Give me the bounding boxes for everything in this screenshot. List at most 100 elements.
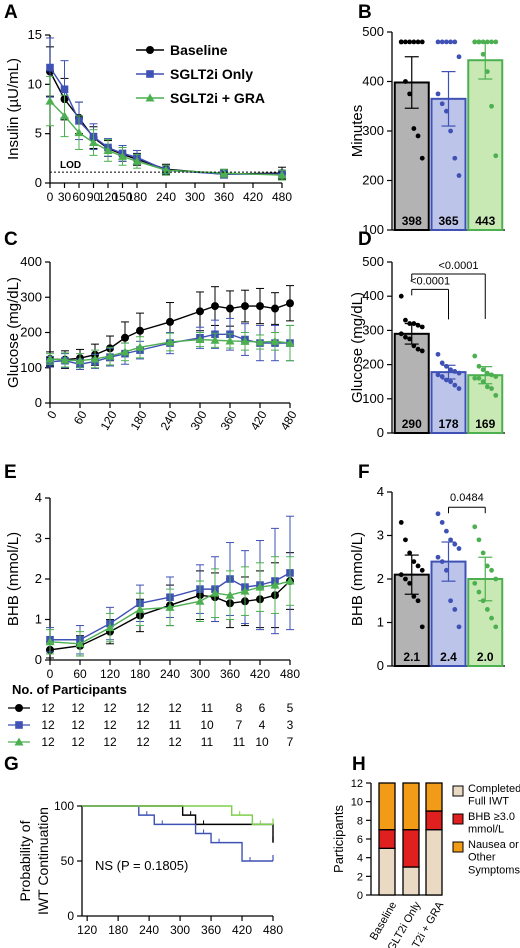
individual-point-sglt2i-gra xyxy=(476,589,482,595)
legend-label-line: Other xyxy=(468,852,496,864)
table-cell: 7 xyxy=(236,718,243,732)
stacked-bar-completed xyxy=(402,866,420,896)
table-cell: 11 xyxy=(169,718,182,732)
individual-point-baseline xyxy=(398,39,404,45)
table-cell: 12 xyxy=(71,718,85,732)
individual-point-sglt2i xyxy=(456,370,462,376)
legend-label-line: Completed xyxy=(468,783,520,795)
table-cell: 12 xyxy=(103,735,117,749)
table-cell: 10 xyxy=(255,735,269,749)
bar-value-label: 365 xyxy=(438,214,458,228)
individual-point-baseline xyxy=(411,594,417,599)
data-point-baseline xyxy=(196,307,204,316)
individual-point-baseline xyxy=(415,346,421,352)
data-point-sglt2i-gra xyxy=(210,335,220,344)
legend-label-sglt2i: SGLT2i Only xyxy=(170,66,253,82)
individual-point-baseline xyxy=(407,321,413,326)
y-tick-label: 10 xyxy=(351,797,363,809)
data-point-sglt2i-gra xyxy=(45,354,55,363)
panel-letter-d: D xyxy=(358,229,372,250)
panel-letter-c: C xyxy=(4,229,18,250)
stacked-bar-nausea xyxy=(425,782,443,812)
x-tick-label: 480 xyxy=(280,667,300,681)
table-cell: 12 xyxy=(71,735,85,749)
y-axis-label: Glucose (mg/dL) xyxy=(5,277,22,388)
individual-point-sglt2i xyxy=(439,360,445,366)
lod-label: LOD xyxy=(60,160,81,171)
y-tick-label: 2 xyxy=(357,871,363,883)
y-axis-label: Glucose (mg/dL) xyxy=(349,292,366,403)
individual-point-baseline xyxy=(419,39,425,45)
legend-label-line: Full IWT xyxy=(468,796,509,808)
legend-label-sglt2i-gra: SGLT2i + GRA xyxy=(170,90,265,106)
individual-point-baseline xyxy=(407,91,413,97)
individual-point-sglt2i-gra xyxy=(484,607,490,612)
panel-letter-h: H xyxy=(352,754,366,775)
individual-point-sglt2i-gra xyxy=(476,39,482,45)
data-point-sglt2i-gra xyxy=(105,623,115,632)
significance-annotation: NS (P = 0.1805) xyxy=(95,858,188,873)
legend-marker-sglt2i-gra xyxy=(145,93,155,102)
individual-point-sglt2i-gra xyxy=(480,367,486,373)
individual-point-sglt2i xyxy=(435,39,441,45)
y-tick-label: 100 xyxy=(20,360,42,375)
y-axis-label: BHB (mmol/L) xyxy=(5,532,22,626)
table-cell: 12 xyxy=(71,701,85,715)
individual-point-baseline xyxy=(415,598,421,604)
x-tick-label: 0 xyxy=(47,667,54,681)
bar-value-label: 398 xyxy=(402,214,422,228)
x-tick-label: 150 xyxy=(112,190,132,204)
data-point-sglt2i-gra xyxy=(270,580,280,589)
bar-value-label: 178 xyxy=(438,417,458,431)
individual-point-baseline xyxy=(403,334,408,340)
data-point-sglt2i-gra xyxy=(132,156,142,165)
series-line-sglt2i-gra xyxy=(49,580,291,645)
y-tick-label: 8 xyxy=(357,815,363,827)
individual-point-sglt2i xyxy=(456,546,462,551)
y-axis-label: Minutes xyxy=(349,105,366,158)
data-point-baseline xyxy=(211,302,219,311)
data-point-sglt2i-gra xyxy=(60,111,69,120)
individual-point-sglt2i-gra xyxy=(493,374,499,379)
individual-point-baseline xyxy=(403,576,408,582)
x-tick-label: 180 xyxy=(108,923,128,937)
data-point-sglt2i xyxy=(46,63,54,72)
individual-point-baseline xyxy=(403,39,408,45)
bar-value-label: 2.4 xyxy=(440,650,457,664)
individual-point-sglt2i xyxy=(456,386,462,391)
individual-point-sglt2i xyxy=(452,155,458,161)
y-tick-label: 200 xyxy=(20,325,42,340)
individual-point-baseline xyxy=(415,563,421,569)
stacked-bar-completed xyxy=(425,829,443,896)
y-tick-label: 3 xyxy=(35,531,42,546)
x-tick-label: 180 xyxy=(128,408,150,433)
y-tick-label: 400 xyxy=(362,288,384,303)
individual-point-sglt2i xyxy=(444,567,449,573)
y-tick-label: 50 xyxy=(61,854,75,868)
y-tick-label: 0 xyxy=(377,658,384,673)
individual-point-sglt2i xyxy=(439,520,445,525)
stacked-bar-completed xyxy=(378,847,396,896)
individual-point-sglt2i-gra xyxy=(484,384,490,390)
x-tick-label: 480 xyxy=(278,408,300,433)
individual-point-sglt2i-gra xyxy=(493,153,499,159)
individual-point-sglt2i-gra xyxy=(472,353,478,359)
legend-label-line: BHB ≥3.0 xyxy=(468,811,515,823)
individual-point-sglt2i-gra xyxy=(493,576,499,582)
individual-point-sglt2i-gra xyxy=(480,598,486,604)
data-point-baseline xyxy=(226,304,234,313)
table-cell: 3 xyxy=(287,718,294,732)
individual-point-baseline xyxy=(407,580,413,586)
comparison-p-value: 0.0484 xyxy=(450,492,484,504)
individual-point-sglt2i xyxy=(435,511,441,517)
data-point-baseline xyxy=(286,299,294,308)
y-tick-label: 4 xyxy=(357,853,363,865)
x-tick-label: 420 xyxy=(250,667,270,681)
individual-point-sglt2i xyxy=(435,372,441,378)
individual-point-baseline xyxy=(415,39,421,45)
panel-letter-a: A xyxy=(4,2,18,23)
stacked-bar-bhb xyxy=(378,829,396,849)
y-tick-label: 0 xyxy=(67,909,74,923)
table-cell: 7 xyxy=(287,735,294,749)
